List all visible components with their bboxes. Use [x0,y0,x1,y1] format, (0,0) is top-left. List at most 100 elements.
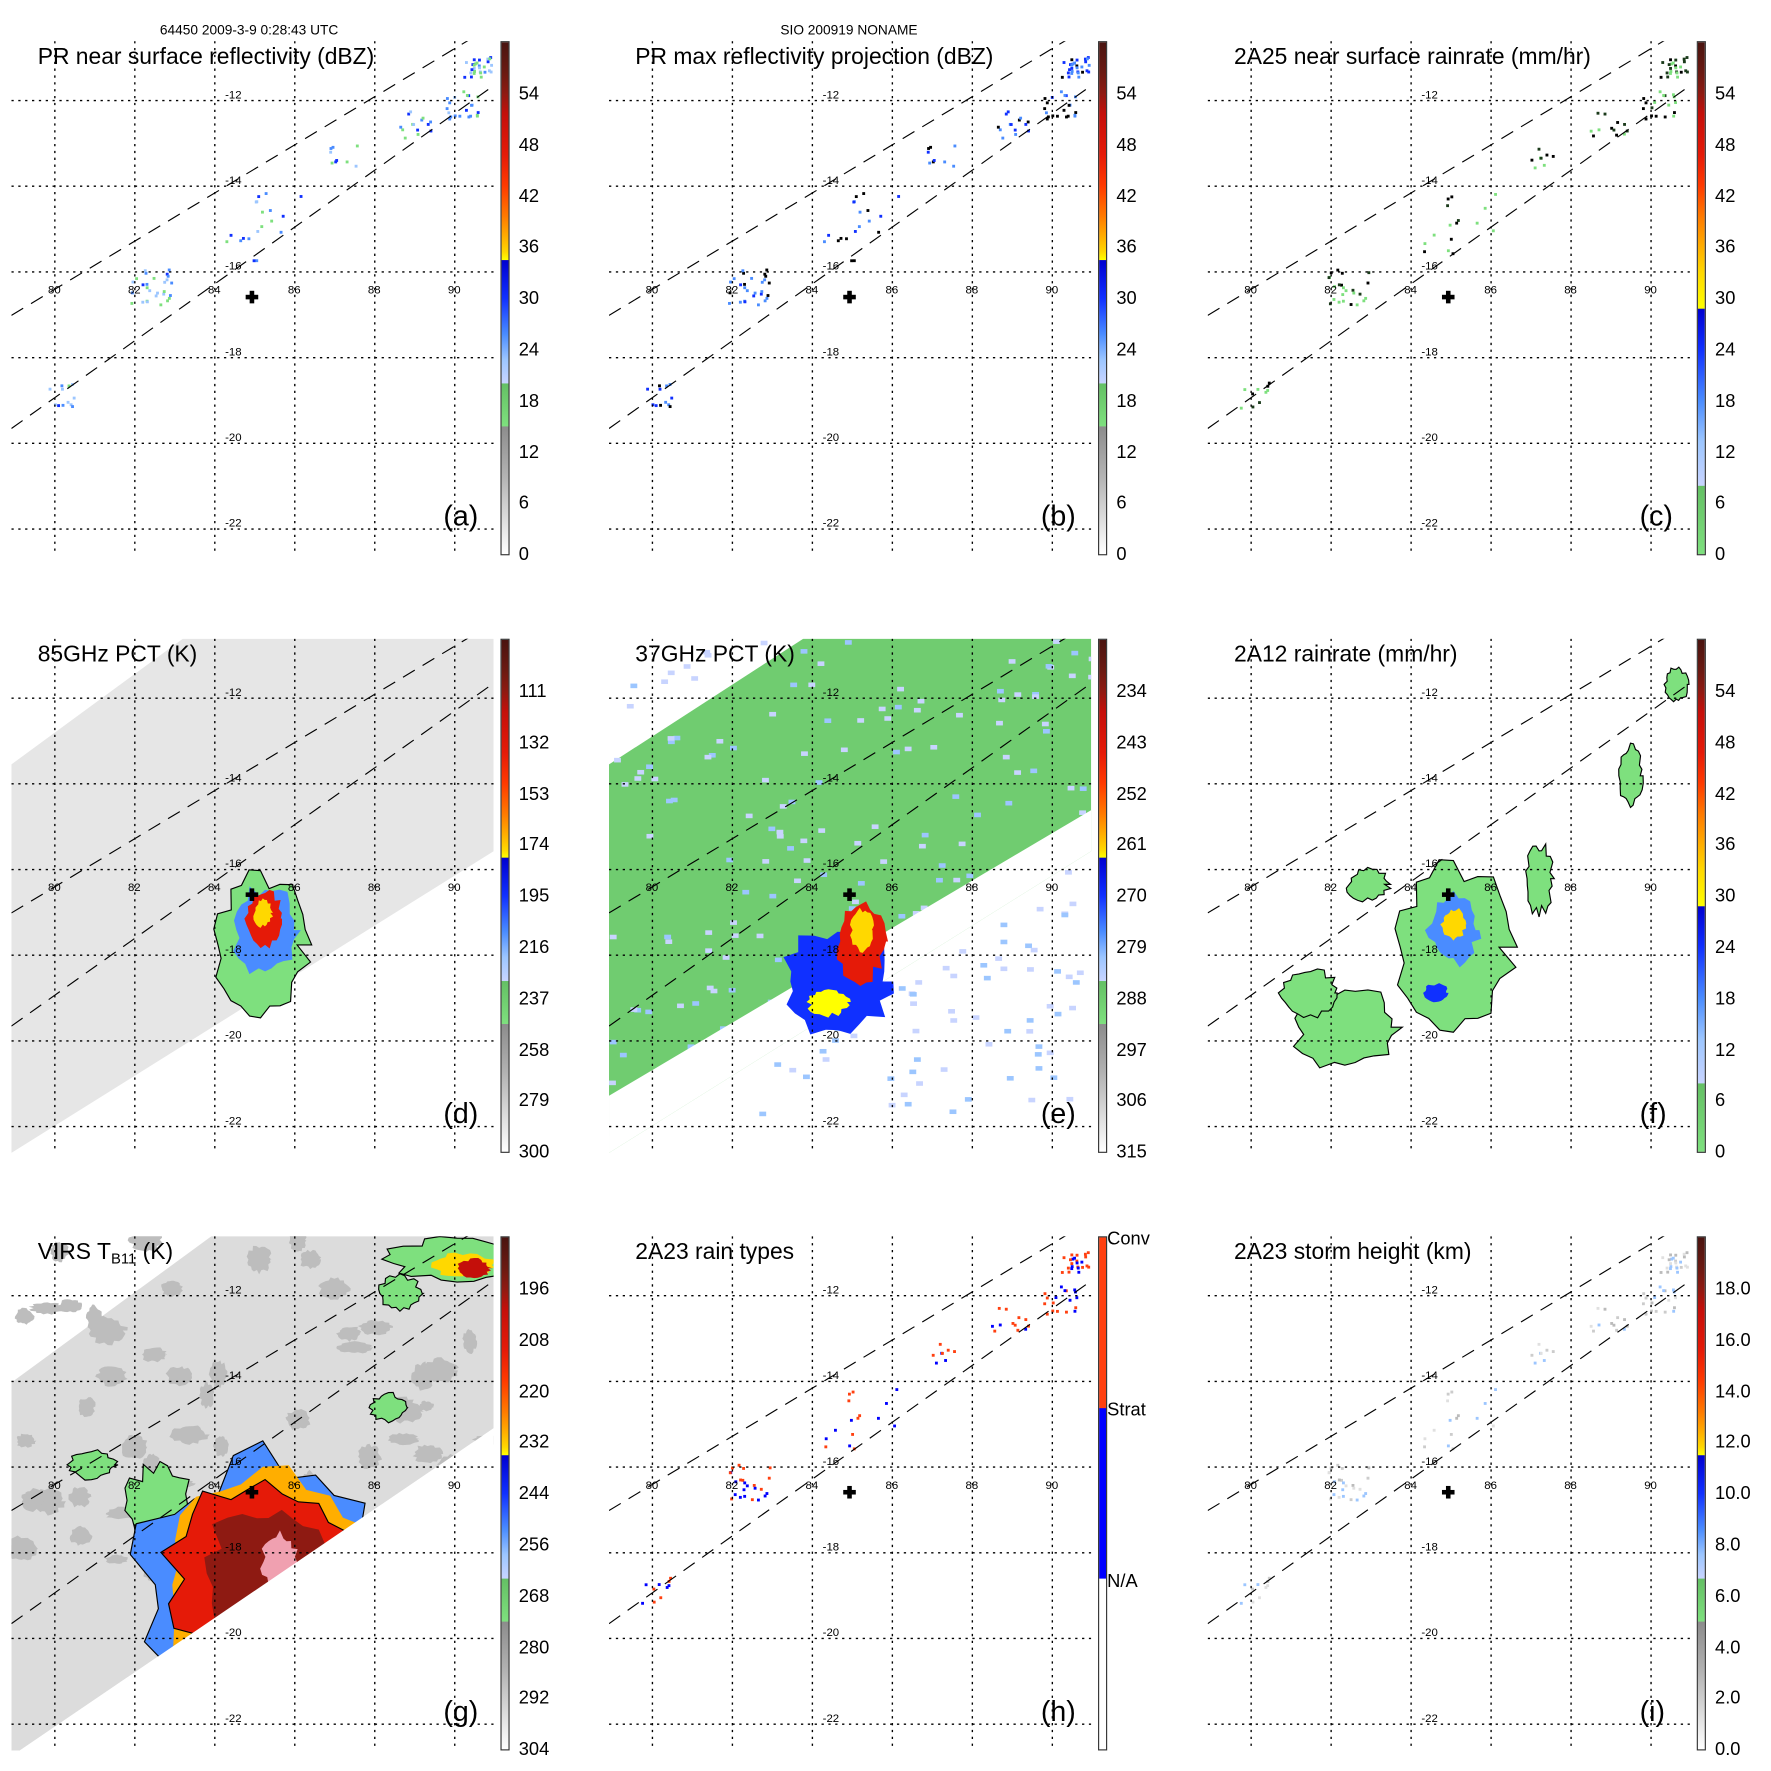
radar-pixel [728,291,732,295]
map-panel-g: 80 82 84 86 88 90 -12 -14 -16 -18 -20 -22 VIRS TB11 … [11,1236,549,1760]
radar-pixel [1491,1424,1495,1428]
echo-region [246,1245,272,1275]
pct-pixel [998,697,1006,703]
panel-title: 2A12 rainrate (mm/hr) [1234,642,1458,668]
radar-pixel [1084,60,1088,64]
pct-pixel [915,980,923,985]
colorbar-tick-label: 268 [518,1586,550,1607]
latitude-label: -16 [225,1456,242,1468]
pct-pixel [1028,1097,1036,1103]
radar-pixel [759,1487,763,1491]
latitude-label: -16 [225,261,242,273]
radar-pixel [738,300,742,304]
pct-pixel [683,664,691,669]
latitude-label: -12 [225,1284,242,1296]
radar-pixel [1011,1322,1015,1325]
map-plot: 80 82 84 86 88 90 -12 -14 -16 -18 -20 -22 [11,1236,494,1751]
latitude-label: -20 [225,1030,242,1042]
pct-pixel [913,1057,921,1062]
pct-pixel [637,769,645,775]
colorbar-tick-label: 24 [1715,938,1736,958]
colorbar-tick-label: 18 [1715,391,1736,412]
radar-pixel [1060,75,1064,79]
radar-pixel [742,1467,746,1470]
pct-pixel [1042,728,1050,734]
radar-pixel [407,112,411,116]
radar-pixel [765,296,769,300]
pct-pixel [677,1003,684,1009]
radar-pixel [1070,66,1074,70]
latitude-label: -12 [823,1284,839,1296]
pct-pixel [909,1069,917,1075]
latitude-label: -12 [1421,1284,1438,1296]
radar-pixel [445,97,449,100]
radar-pixel [1328,1497,1332,1501]
longitude-label: 84 [1404,1480,1417,1492]
longitude-label: 80 [48,1480,61,1492]
radar-pixel [848,1444,852,1448]
radar-pixel [728,301,731,305]
pct-pixel [1035,1066,1043,1071]
pct-pixel [745,813,753,819]
radar-pixel [229,233,233,237]
radar-pixel [1615,1328,1619,1332]
radar-pixel [1616,1316,1620,1320]
radar-pixel [1054,1296,1058,1300]
latitude-label: -16 [1421,261,1438,273]
radar-pixel [893,1424,897,1428]
pct-pixel [940,1067,948,1072]
latitude-label: -14 [225,175,242,187]
radar-pixel [1043,1292,1047,1296]
radar-pixel [1669,1265,1673,1269]
radar-pixel [256,230,260,233]
radar-pixel [1685,70,1689,74]
pct-pixel [880,859,888,864]
colorbar-tick-label: 132 [518,733,550,753]
radar-pixel [1026,120,1030,124]
pct-pixel [942,965,950,971]
radar-pixel [1644,1296,1648,1300]
radar-pixel [1266,389,1270,392]
radar-pixel [1671,61,1675,65]
radar-pixel [1642,97,1646,100]
radar-pixel [1087,1265,1091,1269]
swath-edge-line [609,85,1092,429]
radar-pixel [742,271,746,275]
radar-pixel [429,120,433,124]
radar-pixel [665,384,669,388]
radar-pixel [659,403,663,407]
radar-pixel [416,133,420,136]
pct-pixel [1034,1052,1042,1057]
longitude-label: 86 [1484,882,1497,894]
radar-pixel [668,405,672,409]
pct-pixel [803,858,811,863]
echo-region [95,1366,128,1387]
radar-pixel [1067,103,1071,107]
radar-pixel [1650,1301,1654,1305]
echo-region [288,1236,307,1252]
radar-pixel [1328,302,1332,306]
map-plot: 80 82 84 86 88 90 -12 -14 -16 -18 -20 -22 [1207,1236,1690,1751]
pct-pixel [1030,947,1038,953]
radar-pixel [858,1414,862,1418]
radar-pixel [1066,114,1070,118]
radar-pixel [170,281,174,285]
pct-pixel [742,889,750,895]
colorbar-tick-label: 36 [1715,238,1736,258]
radar-pixel [345,160,349,164]
radar-pixel [144,271,148,275]
longitude-label: 88 [1564,1480,1577,1492]
radar-pixel [765,1492,769,1495]
radar-pixel [1597,1323,1601,1327]
radar-pixel [763,1494,767,1498]
radar-pixel [488,57,492,61]
colorbar-tick-label: 270 [1116,886,1147,907]
radar-pixel [1017,118,1021,122]
radar-pixel [1684,1264,1688,1268]
radar-pixel [669,1576,672,1580]
radar-pixel [1337,1495,1341,1499]
radar-pixel [1603,1307,1607,1311]
pct-pixel [651,776,659,782]
pct-pixel [1026,1029,1034,1034]
colorbar-tick-label: 300 [518,1142,550,1163]
